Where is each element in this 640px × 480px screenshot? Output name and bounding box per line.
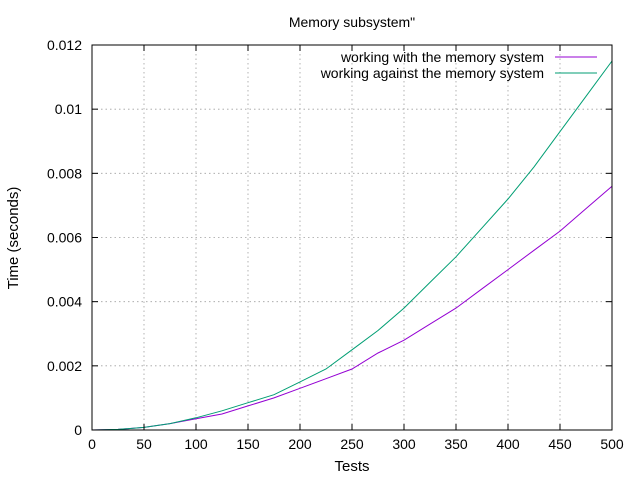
x-tick-label: 150 [236, 436, 260, 452]
y-tick-label: 0.01 [55, 101, 82, 117]
y-tick-label: 0.006 [47, 230, 82, 246]
x-tick-label: 250 [340, 436, 364, 452]
grid [92, 45, 612, 430]
series-line-1 [91, 185, 613, 431]
x-tick-label: 100 [184, 436, 208, 452]
y-tick-label: 0 [74, 422, 82, 438]
plot-area [91, 60, 613, 431]
y-tick-label: 0.008 [47, 165, 82, 181]
legend-label-1: working with the memory system [340, 49, 544, 65]
chart-title: Memory subsystem" [289, 14, 415, 30]
x-axis: 0 50 100 150 200 250 300 350 400 450 500 [88, 45, 624, 452]
y-tick-label: 0.004 [47, 294, 82, 310]
x-tick-label: 50 [136, 436, 152, 452]
x-axis-label: Tests [334, 458, 369, 475]
x-tick-label: 400 [496, 436, 520, 452]
x-tick-label: 200 [288, 436, 312, 452]
legend-label-2: working against the memory system [320, 65, 544, 81]
y-axis-label: Time (seconds) [5, 187, 22, 290]
y-tick-label: 0.012 [47, 37, 82, 53]
x-tick-label: 300 [392, 436, 416, 452]
y-axis: 0 0.002 0.004 0.006 0.008 0.01 0.012 [47, 37, 612, 438]
x-tick-label: 450 [548, 436, 572, 452]
x-tick-label: 500 [600, 436, 624, 452]
x-tick-label: 0 [88, 436, 96, 452]
series-line-2 [91, 60, 613, 431]
y-tick-label: 0.002 [47, 358, 82, 374]
x-tick-label: 350 [444, 436, 468, 452]
